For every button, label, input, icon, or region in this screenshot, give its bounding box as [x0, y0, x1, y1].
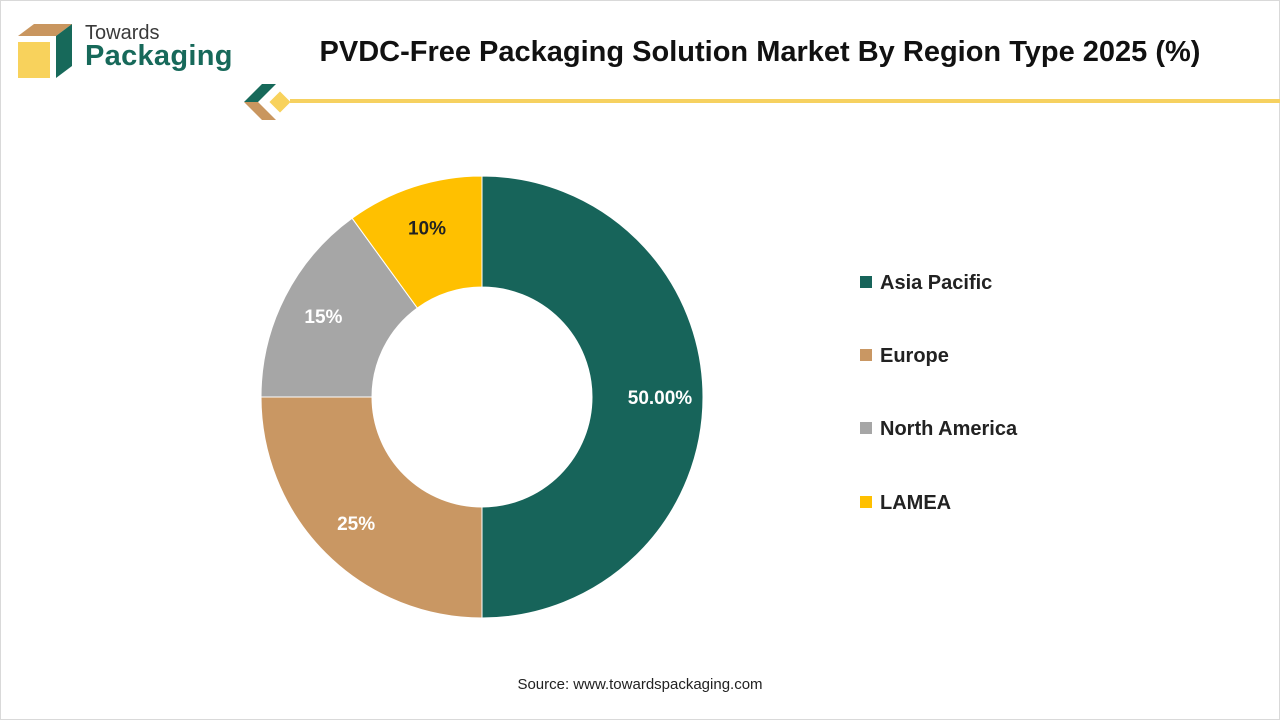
legend-item-europe: Europe [860, 345, 949, 368]
legend-label-asia-pacific: Asia Pacific [880, 272, 993, 294]
title-divider-line [290, 99, 1280, 103]
legend-swatch-asia-pacific [860, 276, 872, 288]
slice-europe [260, 396, 483, 619]
slice-lamea [351, 175, 483, 309]
title-divider-ornament [244, 84, 294, 120]
logo-text-packaging: Packaging [85, 40, 233, 72]
slice-asia-pacific [481, 175, 704, 619]
legend-item-lamea: LAMEA [860, 492, 951, 515]
data-label-asia-pacific: 50.00% [628, 388, 693, 409]
legend-swatch-lamea [860, 496, 872, 508]
data-label-lamea: 10% [408, 219, 446, 240]
logo-text-towards: Towards [85, 22, 160, 44]
chart-title: PVDC-Free Packaging Solution Market By R… [319, 36, 1201, 68]
towards-packaging-logo: Towards Packaging [16, 22, 246, 82]
legend-label-europe: Europe [880, 345, 949, 367]
legend-label-north-america: North America [880, 418, 1018, 440]
legend-label-lamea: LAMEA [880, 492, 952, 514]
legend-swatch-north-america [860, 422, 872, 434]
data-label-north-america: 15% [304, 307, 342, 328]
source-note: Source: www.towardspackaging.com [517, 676, 763, 693]
legend-item-north-america: North America [860, 418, 1017, 441]
slice-north-america [260, 217, 419, 398]
data-label-europe: 25% [337, 514, 375, 535]
legend-item-asia-pacific: Asia Pacific [860, 272, 992, 295]
legend-swatch-europe [860, 349, 872, 361]
box-logo-icon [18, 24, 72, 78]
